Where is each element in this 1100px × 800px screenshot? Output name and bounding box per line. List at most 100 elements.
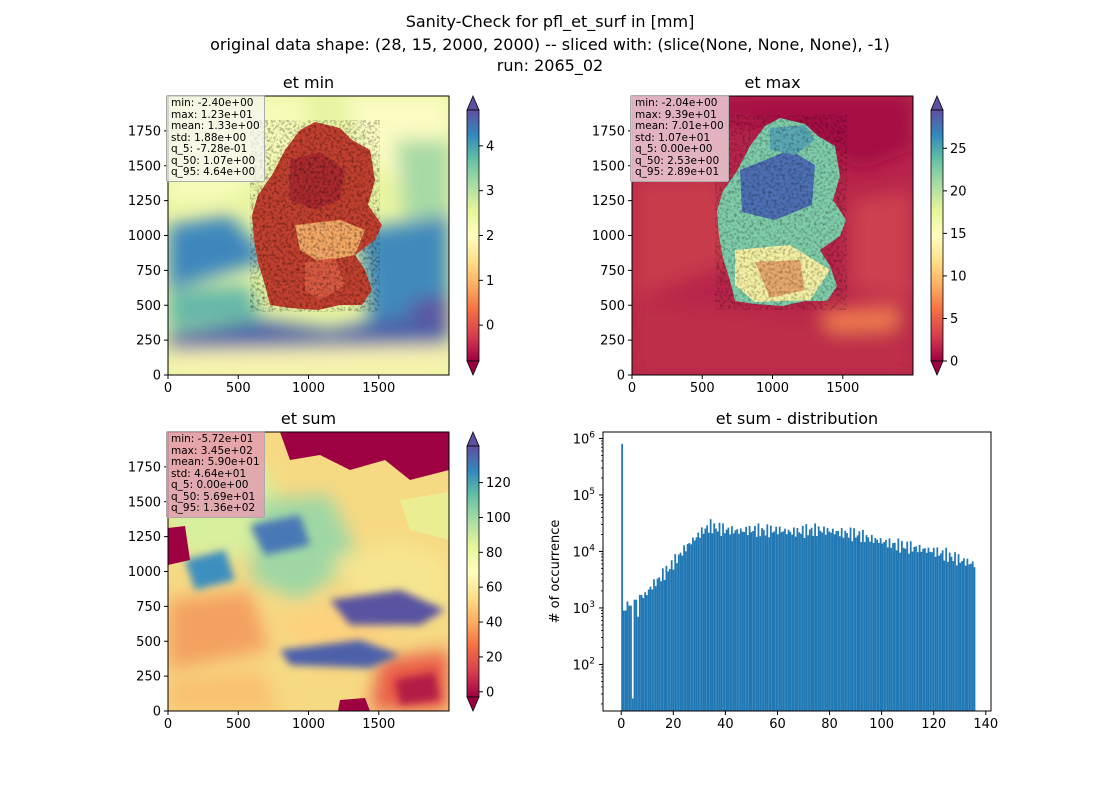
colorbar-tick-label: 4 [486, 139, 494, 154]
histogram-bar [870, 534, 873, 711]
histogram-bar [800, 533, 802, 711]
histogram-bar [840, 528, 843, 711]
histogram-bar [947, 561, 949, 711]
histogram-bar [773, 531, 776, 711]
et-sum-axes: 0 500 1000 1500 0 250 500 750 1000 1250 1500 1750 [128, 460, 395, 732]
histogram-bar [757, 523, 760, 711]
histogram-bar [874, 538, 877, 711]
histogram-bar [883, 541, 886, 711]
y-tick-label: 1000 [592, 229, 625, 244]
x-tick-label: 0 [617, 717, 625, 732]
y-tick-label: 1250 [592, 194, 625, 209]
histogram-bar [849, 527, 852, 711]
histogram-bar [920, 551, 923, 711]
histogram-bar [752, 530, 755, 711]
histogram-bar [899, 552, 902, 711]
histogram-bar [789, 531, 792, 711]
x-tick-label: 1500 [362, 381, 395, 396]
histogram-bar [839, 536, 841, 711]
histogram-bar [897, 538, 900, 711]
stat-line: max: 3.45e+02 [171, 444, 253, 457]
histogram-bar [938, 555, 940, 711]
histogram-bar [879, 538, 882, 711]
histogram-bar [805, 524, 808, 711]
histogram-bar [856, 535, 859, 711]
histogram-bar [826, 528, 829, 711]
histogram-bar [798, 532, 801, 711]
histogram-bar [915, 546, 917, 711]
suptitle-line-2: original data shape: (28, 15, 2000, 2000… [210, 35, 890, 54]
et-min-axes: 0 500 1000 1500 0 250 500 750 1000 1250 1500 1750 [128, 124, 395, 396]
x-tick-label: 80 [821, 717, 838, 732]
et-max-colorbar: 0 5 10 15 20 25 [930, 94, 967, 377]
stat-line: q_95: 1.36e+02 [171, 502, 256, 514]
x-tick-label: 1000 [292, 381, 325, 396]
histogram-bar [646, 595, 648, 711]
histogram-bar [881, 543, 884, 711]
histogram-bar [745, 526, 747, 711]
histogram-bar [954, 552, 956, 711]
histogram-bar [929, 551, 932, 711]
histogram-bar [948, 552, 951, 711]
histogram-bar [768, 537, 770, 711]
y-tick-label: 750 [136, 600, 161, 615]
histogram-bar [863, 542, 866, 711]
y-tick-label: 500 [136, 299, 161, 314]
histogram-bar [628, 605, 631, 711]
x-tick-label: 500 [226, 717, 251, 732]
histogram-bars [621, 443, 976, 711]
histogram-bar [647, 589, 650, 711]
stat-line: q_50: 5.69e+01 [171, 490, 256, 503]
histogram-bar [888, 538, 891, 711]
histogram-bar [901, 541, 903, 711]
histogram-bar [771, 532, 774, 711]
x-tick-label: 1500 [362, 717, 395, 732]
histogram-bar [945, 547, 948, 711]
histogram-bar [854, 537, 857, 711]
histogram-bar [782, 531, 785, 711]
stat-line: max: 9.39e+01 [635, 108, 717, 121]
colorbar-tick-label: 1 [486, 274, 494, 289]
x-tick-label: 1000 [292, 717, 325, 732]
histogram-bar [970, 563, 972, 711]
y-tick-label: 1750 [128, 460, 161, 475]
histogram-bar [660, 581, 662, 711]
histogram-bar [971, 561, 974, 711]
colorbar-tick-label: 0 [486, 685, 494, 700]
histogram-bar [803, 537, 806, 711]
y-tick-label: 500 [136, 635, 161, 650]
stat-line: min: -2.04e+00 [635, 97, 718, 109]
y-tick-label: 250 [600, 334, 625, 349]
histogram-bar [876, 539, 878, 711]
histogram-bar [630, 605, 632, 711]
histogram-bar [911, 551, 914, 711]
colorbar-tick-label: 80 [486, 546, 503, 561]
histogram-bar [943, 560, 946, 711]
histogram-bar [739, 528, 742, 711]
histogram-bar [833, 534, 836, 711]
histogram-bar [707, 532, 710, 711]
histogram-bar [674, 554, 677, 711]
y-tick-label: 500 [600, 299, 625, 314]
et-max-title: et max [744, 73, 800, 92]
histogram-bar [877, 542, 880, 711]
histogram-bar [817, 526, 820, 711]
histogram-bar [777, 534, 779, 711]
histogram-bar [693, 540, 696, 711]
histogram-bar [709, 519, 712, 711]
histogram-bar [746, 535, 749, 711]
stat-line: q_50: 1.07e+00 [171, 154, 256, 167]
histogram-bar [847, 537, 850, 711]
histogram-bar [939, 553, 942, 711]
colorbar-tick-label: 25 [950, 142, 967, 157]
histogram-bar [808, 529, 811, 711]
histogram-bar [669, 568, 671, 711]
histogram-bar [734, 530, 737, 711]
histogram-bar [670, 560, 673, 711]
stat-line: min: -2.40e+00 [171, 97, 254, 109]
x-tick-label: 1000 [756, 381, 789, 396]
et-sum-title: et sum [281, 409, 336, 428]
et-max-stats-box: min: -2.04e+00 max: 9.39e+01 mean: 7.01e+0… [630, 95, 729, 182]
histogram-bar [729, 534, 732, 711]
